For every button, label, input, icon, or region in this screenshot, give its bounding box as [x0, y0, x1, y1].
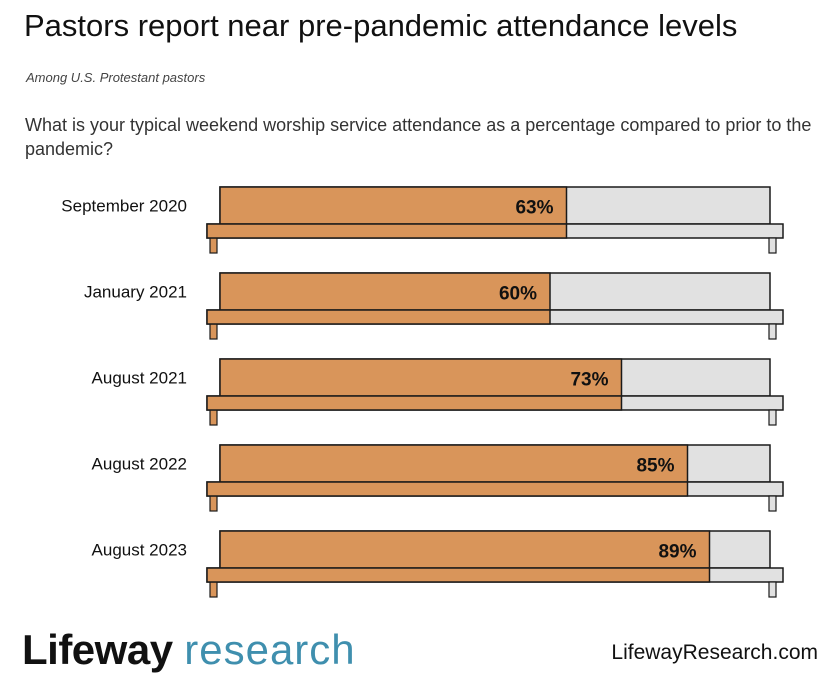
bench-leg-right [768, 237, 777, 254]
bench-seat-fill [206, 223, 568, 239]
bench-seat-fill [206, 309, 551, 325]
category-label: August 2021 [92, 369, 187, 388]
bar-value [219, 530, 711, 569]
bar-value [219, 444, 689, 483]
bar-chart: September 2020 63% January 2021 60% August 2… [61, 186, 784, 598]
bench-leg-right [768, 495, 777, 512]
bench-leg-right [768, 409, 777, 426]
lifeway-research-logo: Lifeway research [22, 626, 356, 674]
bench-leg-right [768, 581, 777, 598]
data-label: 85% [636, 456, 674, 477]
bench-leg-left [209, 323, 218, 340]
category-label: January 2021 [84, 283, 187, 302]
bench-seat-fill [206, 567, 711, 583]
data-label: 89% [658, 542, 696, 563]
bench-leg-left [209, 495, 218, 512]
category-label: August 2022 [92, 455, 187, 474]
chart-title: Pastors report near pre-pandemic attenda… [24, 8, 738, 43]
data-label: 60% [499, 284, 537, 305]
logo-word-research: research [184, 626, 356, 673]
survey-question: What is your typical weekend worship ser… [25, 115, 812, 159]
bar-value [219, 358, 623, 397]
data-label: 73% [570, 370, 608, 391]
bench-leg-left [209, 409, 218, 426]
bar-value [219, 272, 551, 311]
bench-leg-left [209, 581, 218, 598]
bench-seat-fill [206, 395, 623, 411]
chart-subtitle: Among U.S. Protestant pastors [26, 70, 206, 85]
data-label: 63% [515, 198, 553, 219]
website-url: LifewayResearch.com [611, 641, 818, 664]
category-label: September 2020 [61, 197, 187, 216]
bar-value [219, 186, 568, 225]
category-label: August 2023 [92, 541, 187, 560]
logo-word-lifeway: Lifeway [22, 626, 173, 673]
bench-leg-left [209, 237, 218, 254]
bench-seat-fill [206, 481, 689, 497]
bench-leg-right [768, 323, 777, 340]
